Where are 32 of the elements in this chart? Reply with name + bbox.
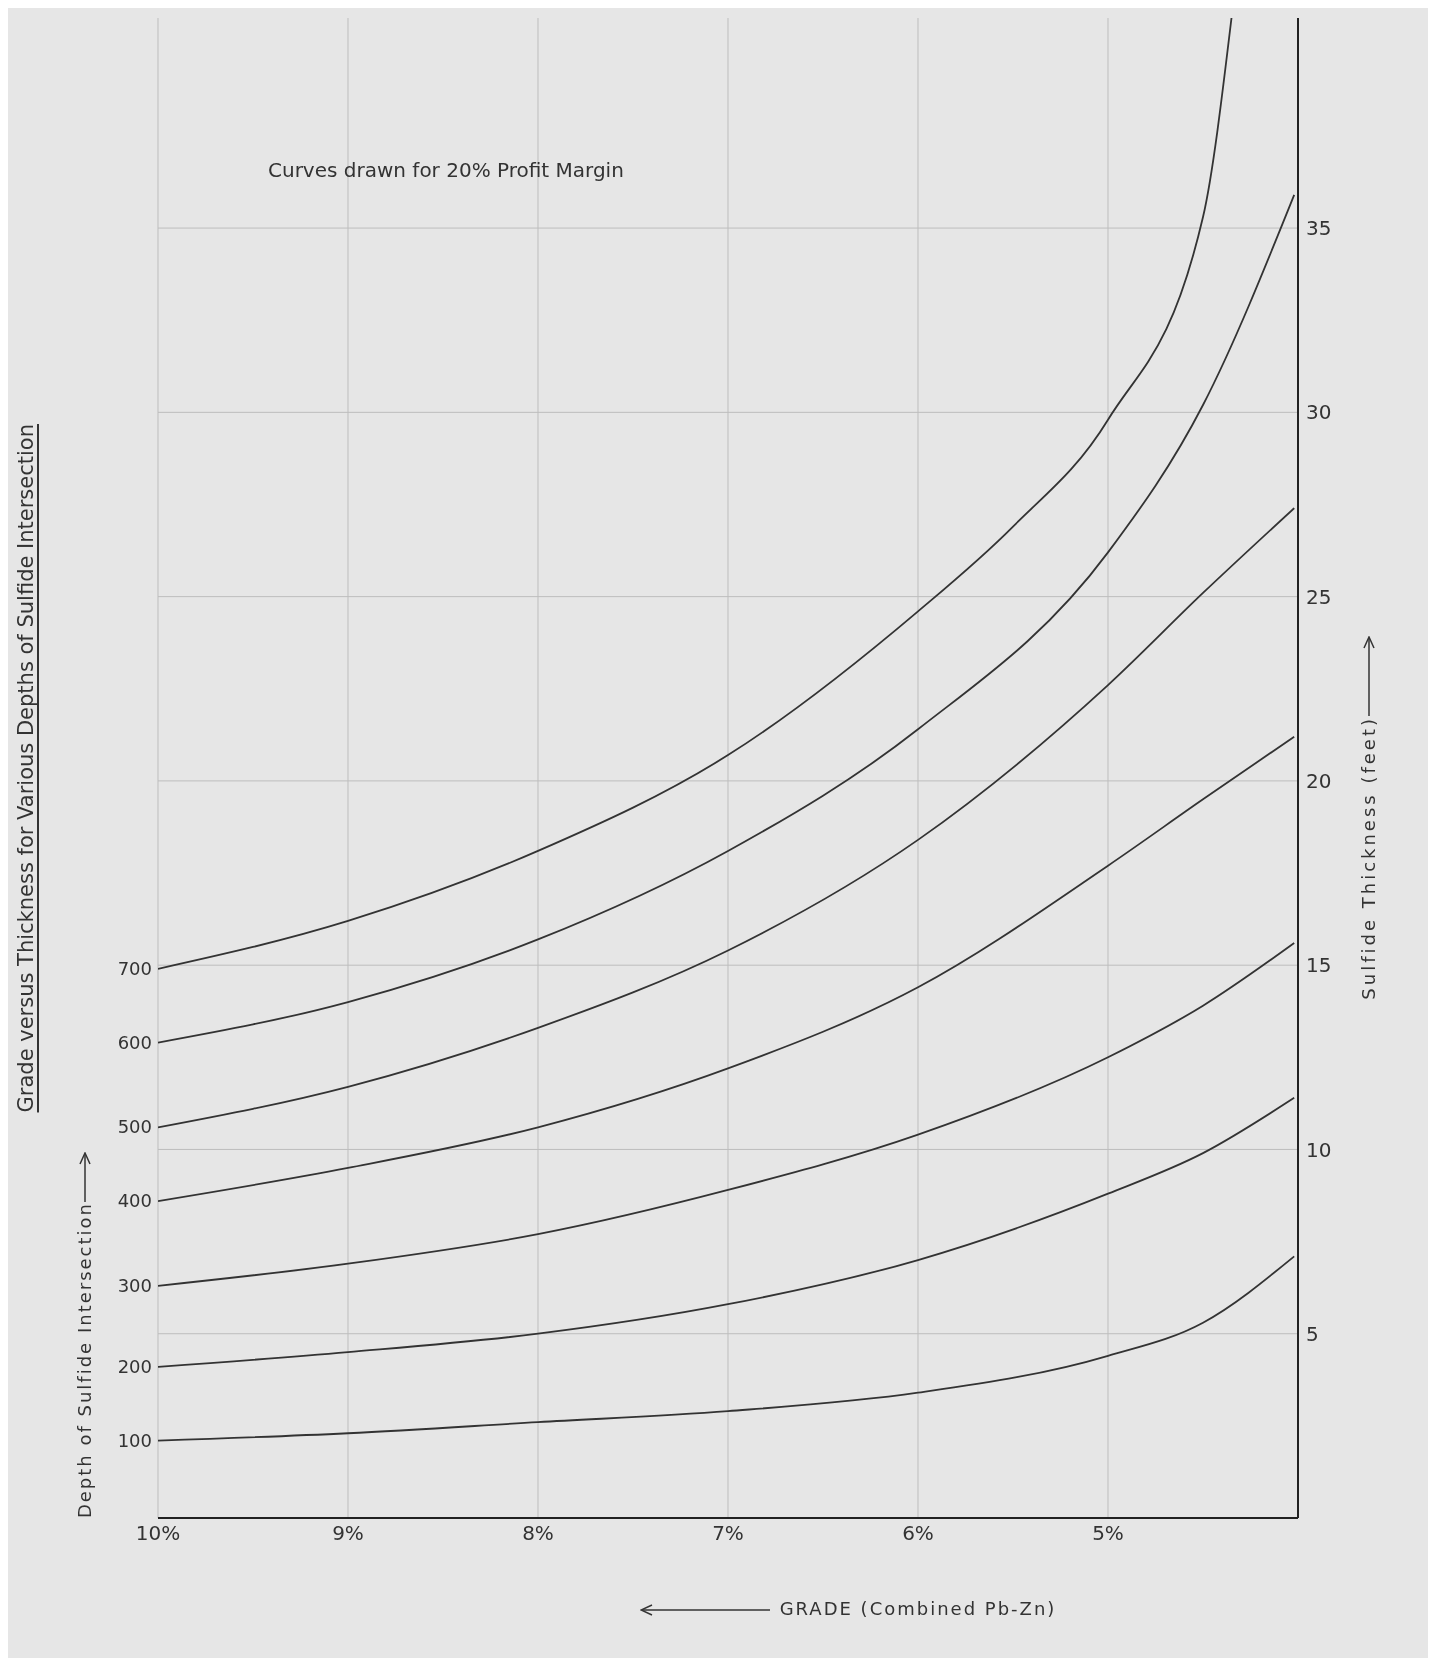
y-tick-label: 30	[1306, 400, 1332, 425]
series-label: 600	[117, 1031, 152, 1053]
x-tick-label: 8%	[522, 1521, 554, 1546]
line-series	[158, 942, 1296, 1287]
y-axis-title: Sulfide Thickness (feet)	[1358, 716, 1379, 1000]
x-tick-label: 9%	[332, 1521, 364, 1546]
y-tick-label: 15	[1306, 953, 1332, 978]
annotation: Curves drawn for 20% Profit Margin	[268, 158, 624, 182]
x-tick-label: 6%	[902, 1521, 934, 1546]
text: Grade versus Thickness for Various Depths of Sulfide Intersection	[14, 423, 38, 1113]
line-series	[158, 1096, 1296, 1368]
line-series	[158, 1255, 1296, 1442]
line-series	[158, 507, 1296, 1129]
series-label: 400	[117, 1190, 152, 1212]
x-tick-label: 5%	[1092, 1521, 1124, 1546]
x-tick-label: 7%	[712, 1521, 744, 1546]
series-label: 100	[117, 1429, 152, 1451]
series-label: 200	[117, 1355, 152, 1377]
x-tick-label: 10%	[135, 1521, 181, 1546]
legend-title: Depth of Sulfide Intersection	[74, 1201, 95, 1518]
y-tick-label: 5	[1306, 1321, 1319, 1346]
y-tick-label: 35	[1306, 216, 1332, 241]
line-series	[158, 735, 1296, 1202]
line-series	[158, 194, 1296, 1044]
series-label: 300	[117, 1274, 152, 1296]
y-tick-label: 25	[1306, 584, 1332, 609]
line-series	[158, 18, 1233, 970]
series-label: 500	[117, 1116, 152, 1138]
series-label: 700	[117, 957, 152, 979]
x-axis-title: GRADE (Combined Pb-Zn)	[779, 1598, 1057, 1619]
y-tick-label: 20	[1306, 769, 1332, 793]
y-tick-label: 10	[1306, 1137, 1332, 1162]
